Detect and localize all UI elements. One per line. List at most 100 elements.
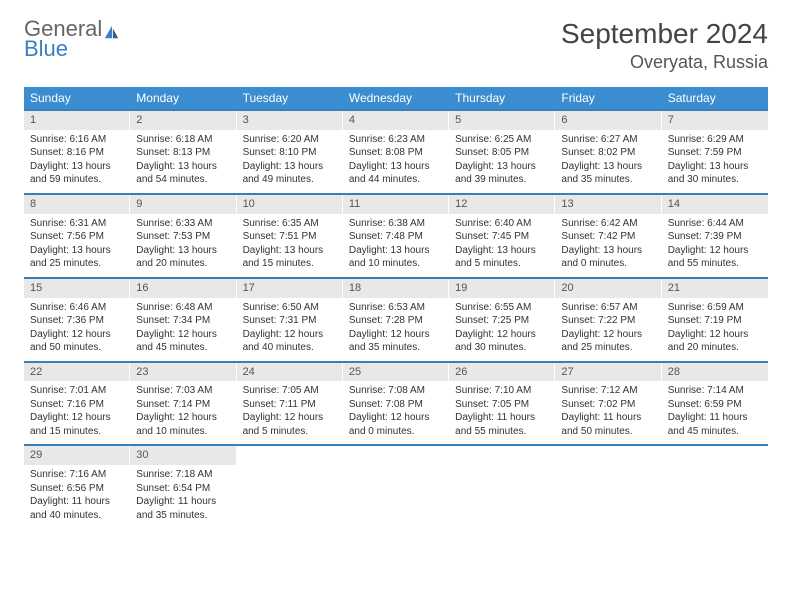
day-body: Sunrise: 6:46 AMSunset: 7:36 PMDaylight:… bbox=[24, 298, 130, 361]
sunrise-text: Sunrise: 6:29 AM bbox=[668, 133, 762, 147]
sunrise-text: Sunrise: 6:20 AM bbox=[243, 133, 337, 147]
sunset-text: Sunset: 8:08 PM bbox=[349, 146, 443, 160]
day-cell: 25 Sunrise: 7:08 AMSunset: 7:08 PMDayligh… bbox=[343, 363, 449, 445]
sunset-text: Sunset: 7:11 PM bbox=[243, 398, 337, 412]
sunrise-text: Sunrise: 6:40 AM bbox=[455, 217, 549, 231]
day-cell: 26Sunrise: 7:10 AMSunset: 7:05 PMDayligh… bbox=[449, 363, 555, 445]
logo: GeneralBlue bbox=[24, 18, 121, 60]
day-number: 21 bbox=[662, 279, 768, 298]
sunset-text: Sunset: 7:56 PM bbox=[30, 230, 124, 244]
day-cell: 19Sunrise: 6:55 AMSunset: 7:25 PMDayligh… bbox=[449, 279, 555, 361]
day-body: Sunrise: 7:14 AMSunset: 6:59 PMDaylight:… bbox=[662, 381, 768, 444]
day-cell bbox=[662, 446, 768, 528]
day-number: 25 bbox=[343, 363, 449, 382]
title-block: September 2024 Overyata, Russia bbox=[561, 18, 768, 73]
sunset-text: Sunset: 8:02 PM bbox=[561, 146, 655, 160]
day-number: 16 bbox=[130, 279, 236, 298]
daylight-text: Daylight: 12 hours and 45 minutes. bbox=[136, 328, 230, 355]
daylight-text: Daylight: 12 hours and 55 minutes. bbox=[668, 244, 762, 271]
day-number: 19 bbox=[449, 279, 555, 298]
weeks-container: 1Sunrise: 6:16 AMSunset: 8:16 PMDaylight… bbox=[24, 109, 768, 528]
day-cell: 7Sunrise: 6:29 AMSunset: 7:59 PMDaylight… bbox=[662, 111, 768, 193]
sunrise-text: Sunrise: 7:12 AM bbox=[561, 384, 655, 398]
daylight-text: Daylight: 12 hours and 40 minutes. bbox=[243, 328, 337, 355]
daylight-text: Daylight: 12 hours and 0 minutes. bbox=[349, 411, 443, 438]
day-cell: 14 Sunrise: 6:44 AMSunset: 7:39 PMDayligh… bbox=[662, 195, 768, 277]
sunrise-text: Sunrise: 6:55 AM bbox=[455, 301, 549, 315]
sunset-text: Sunset: 7:31 PM bbox=[243, 314, 337, 328]
sunrise-text: Sunrise: 6:25 AM bbox=[455, 133, 549, 147]
daylight-text: Daylight: 13 hours and 35 minutes. bbox=[561, 160, 655, 187]
day-cell: 4Sunrise: 6:23 AMSunset: 8:08 PMDaylight… bbox=[343, 111, 449, 193]
sunset-text: Sunset: 6:54 PM bbox=[136, 482, 230, 496]
weekday-header-row: SundayMondayTuesdayWednesdayThursdayFrid… bbox=[24, 87, 768, 109]
daylight-text: Daylight: 13 hours and 49 minutes. bbox=[243, 160, 337, 187]
sunset-text: Sunset: 6:56 PM bbox=[30, 482, 124, 496]
sunset-text: Sunset: 8:10 PM bbox=[243, 146, 337, 160]
day-number: 15 bbox=[24, 279, 130, 298]
day-cell: 22Sunrise: 7:01 AMSunset: 7:16 PMDayligh… bbox=[24, 363, 130, 445]
week-row: 15Sunrise: 6:46 AMSunset: 7:36 PMDayligh… bbox=[24, 277, 768, 361]
sunrise-text: Sunrise: 7:01 AM bbox=[30, 384, 124, 398]
day-body: Sunrise: 7:16 AMSunset: 6:56 PMDaylight:… bbox=[24, 465, 130, 528]
daylight-text: Daylight: 12 hours and 15 minutes. bbox=[30, 411, 124, 438]
daylight-text: Daylight: 11 hours and 55 minutes. bbox=[455, 411, 549, 438]
day-body: Sunrise: 6:38 AMSunset: 7:48 PMDaylight:… bbox=[343, 214, 449, 277]
day-body: Sunrise: 6:40 AMSunset: 7:45 PMDaylight:… bbox=[449, 214, 555, 277]
sunrise-text: Sunrise: 7:18 AM bbox=[136, 468, 230, 482]
sunset-text: Sunset: 7:48 PM bbox=[349, 230, 443, 244]
day-number: 13 bbox=[555, 195, 661, 214]
sunrise-text: Sunrise: 6:38 AM bbox=[349, 217, 443, 231]
day-number: 8 bbox=[24, 195, 130, 214]
day-cell: 29Sunrise: 7:16 AMSunset: 6:56 PMDayligh… bbox=[24, 446, 130, 528]
daylight-text: Daylight: 11 hours and 35 minutes. bbox=[136, 495, 230, 522]
sunrise-text: Sunrise: 6:35 AM bbox=[243, 217, 337, 231]
day-body: Sunrise: 6:48 AMSunset: 7:34 PMDaylight:… bbox=[130, 298, 236, 361]
day-number: 11 bbox=[343, 195, 449, 214]
day-number: 14 bbox=[662, 195, 768, 214]
sunrise-text: Sunrise: 6:33 AM bbox=[136, 217, 230, 231]
day-body: Sunrise: 6:23 AMSunset: 8:08 PMDaylight:… bbox=[343, 130, 449, 193]
day-number: 6 bbox=[555, 111, 661, 130]
day-cell: 9Sunrise: 6:33 AMSunset: 7:53 PMDaylight… bbox=[130, 195, 236, 277]
weekday-header: Tuesday bbox=[237, 87, 343, 109]
day-number: 12 bbox=[449, 195, 555, 214]
sunrise-text: Sunrise: 7:03 AM bbox=[136, 384, 230, 398]
day-body: Sunrise: 6:35 AMSunset: 7:51 PMDaylight:… bbox=[237, 214, 343, 277]
daylight-text: Daylight: 12 hours and 5 minutes. bbox=[243, 411, 337, 438]
day-cell: 30Sunrise: 7:18 AMSunset: 6:54 PMDayligh… bbox=[130, 446, 236, 528]
sunrise-text: Sunrise: 7:08 AM bbox=[349, 384, 443, 398]
sunset-text: Sunset: 7:39 PM bbox=[668, 230, 762, 244]
sunset-text: Sunset: 7:36 PM bbox=[30, 314, 124, 328]
daylight-text: Daylight: 13 hours and 59 minutes. bbox=[30, 160, 124, 187]
day-cell: 12Sunrise: 6:40 AMSunset: 7:45 PMDayligh… bbox=[449, 195, 555, 277]
sunrise-text: Sunrise: 7:05 AM bbox=[243, 384, 337, 398]
daylight-text: Daylight: 13 hours and 15 minutes. bbox=[243, 244, 337, 271]
day-body: Sunrise: 7:10 AMSunset: 7:05 PMDaylight:… bbox=[449, 381, 555, 444]
weekday-header: Sunday bbox=[24, 87, 130, 109]
weekday-header: Monday bbox=[130, 87, 236, 109]
sunrise-text: Sunrise: 6:53 AM bbox=[349, 301, 443, 315]
day-cell bbox=[237, 446, 343, 528]
day-body: Sunrise: 6:55 AMSunset: 7:25 PMDaylight:… bbox=[449, 298, 555, 361]
sunrise-text: Sunrise: 7:14 AM bbox=[668, 384, 762, 398]
day-body: Sunrise: 7:18 AMSunset: 6:54 PMDaylight:… bbox=[130, 465, 236, 528]
day-cell: 8Sunrise: 6:31 AMSunset: 7:56 PMDaylight… bbox=[24, 195, 130, 277]
sunset-text: Sunset: 7:08 PM bbox=[349, 398, 443, 412]
day-cell bbox=[449, 446, 555, 528]
sunrise-text: Sunrise: 6:59 AM bbox=[668, 301, 762, 315]
day-body: Sunrise: 6:31 AMSunset: 7:56 PMDaylight:… bbox=[24, 214, 130, 277]
day-cell: 15Sunrise: 6:46 AMSunset: 7:36 PMDayligh… bbox=[24, 279, 130, 361]
day-body: Sunrise: 6:20 AMSunset: 8:10 PMDaylight:… bbox=[237, 130, 343, 193]
sunset-text: Sunset: 7:28 PM bbox=[349, 314, 443, 328]
sunrise-text: Sunrise: 6:27 AM bbox=[561, 133, 655, 147]
weekday-header: Wednesday bbox=[343, 87, 449, 109]
day-cell: 11Sunrise: 6:38 AMSunset: 7:48 PMDayligh… bbox=[343, 195, 449, 277]
sunrise-text: Sunrise: 6:50 AM bbox=[243, 301, 337, 315]
day-cell: 28Sunrise: 7:14 AMSunset: 6:59 PMDayligh… bbox=[662, 363, 768, 445]
day-body: Sunrise: 6:59 AMSunset: 7:19 PMDaylight:… bbox=[662, 298, 768, 361]
day-number: 2 bbox=[130, 111, 236, 130]
week-row: 1Sunrise: 6:16 AMSunset: 8:16 PMDaylight… bbox=[24, 109, 768, 193]
sunrise-text: Sunrise: 6:44 AM bbox=[668, 217, 762, 231]
sunrise-text: Sunrise: 6:42 AM bbox=[561, 217, 655, 231]
